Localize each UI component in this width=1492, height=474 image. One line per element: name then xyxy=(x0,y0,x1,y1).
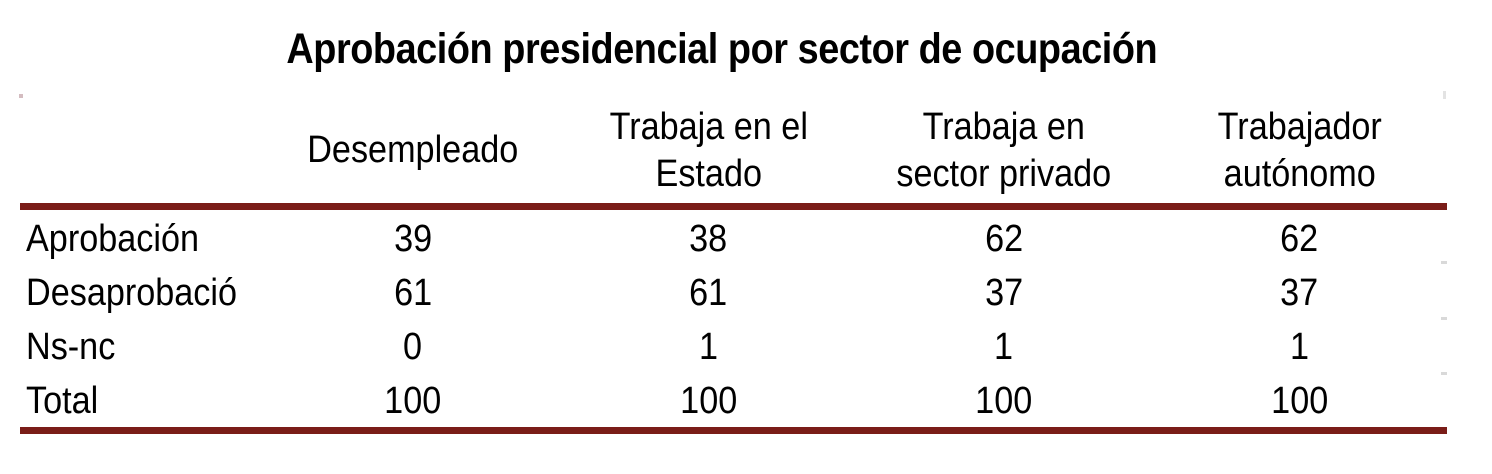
table-cell: 62 xyxy=(984,217,1023,260)
row-label: Aprobación xyxy=(26,217,200,260)
header-cell-trabaja-estado: Trabaja en el Estado xyxy=(561,98,857,203)
table-row-ns-nc: Ns-nc 0 1 1 1 xyxy=(20,320,1447,374)
header-line: Trabaja en el xyxy=(609,105,808,148)
table-cell: 61 xyxy=(689,271,728,314)
header-cell-desempleado: Desempleado xyxy=(265,98,561,203)
header-cell-sector-privado: Trabaja en sector privado xyxy=(856,98,1152,203)
table-cell: 100 xyxy=(975,379,1033,422)
table-cell: 39 xyxy=(393,217,432,260)
header-line: autónomo xyxy=(1223,152,1376,195)
table-cell: 100 xyxy=(384,379,442,422)
table-rule-top xyxy=(20,203,1447,210)
row-divider-tick xyxy=(1441,372,1447,375)
table-header-row: Desempleado Trabaja en el Estado Trabaja… xyxy=(20,98,1447,203)
table-row-aprobacion: Aprobación 39 38 62 62 xyxy=(20,212,1447,266)
page-title-text: Aprobación presidencial por sector de oc… xyxy=(286,25,1158,73)
header-line: Trabaja en xyxy=(922,105,1085,148)
table-cell: 1 xyxy=(1289,325,1309,368)
table-cell: 100 xyxy=(1270,379,1328,422)
row-label: Desaprobació xyxy=(26,271,238,314)
table-row-desaprobacion: Desaprobació 61 61 37 37 xyxy=(20,266,1447,320)
table-body: Aprobación 39 38 62 62 Desaprobació 61 6… xyxy=(20,212,1447,428)
row-label: Total xyxy=(26,379,99,422)
table-row-total: Total 100 100 100 100 xyxy=(20,374,1447,428)
row-divider-tick xyxy=(1441,261,1447,264)
table-cell: 1 xyxy=(698,325,718,368)
header-cell-row-labels xyxy=(20,98,265,203)
row-divider-tick xyxy=(1441,317,1447,320)
scan-artifact-right xyxy=(1443,91,1446,99)
table-cell: 0 xyxy=(403,325,423,368)
header-line: Trabajador xyxy=(1217,105,1382,148)
row-label: Ns-nc xyxy=(26,325,116,368)
header-line: Desempleado xyxy=(307,129,519,171)
table-cell: 37 xyxy=(1280,271,1319,314)
table-cell: 62 xyxy=(1280,217,1319,260)
scan-artifact-left xyxy=(19,94,23,98)
table-cell: 100 xyxy=(679,379,737,422)
header-cell-autonomo: Trabajador autónomo xyxy=(1152,98,1448,203)
header-line: Estado xyxy=(655,152,762,195)
table-rule-bottom xyxy=(20,427,1447,434)
table-cell: 38 xyxy=(689,217,728,260)
header-line: sector privado xyxy=(896,152,1112,195)
table-cell: 61 xyxy=(393,271,432,314)
table-cell: 1 xyxy=(994,325,1014,368)
page-title: Aprobación presidencial por sector de oc… xyxy=(0,24,1444,74)
approval-table: Desempleado Trabaja en el Estado Trabaja… xyxy=(20,98,1447,434)
table-cell: 37 xyxy=(984,271,1023,314)
